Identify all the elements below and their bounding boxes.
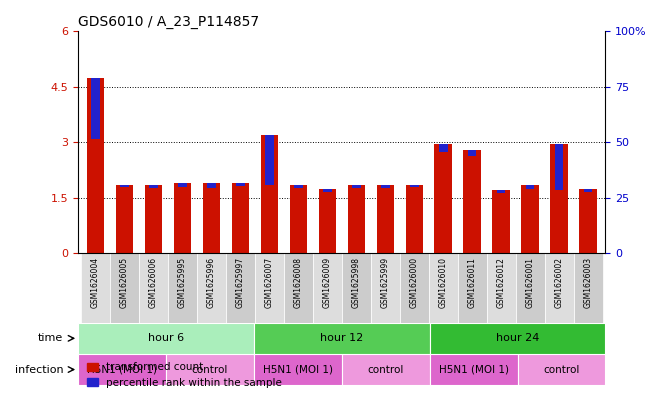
- FancyBboxPatch shape: [429, 253, 458, 323]
- Bar: [464, 150, 481, 253]
- FancyBboxPatch shape: [139, 253, 168, 323]
- Text: GSM1626000: GSM1626000: [409, 257, 419, 308]
- Text: GSM1626002: GSM1626002: [555, 257, 564, 308]
- Bar: [120, 185, 129, 187]
- Text: GSM1625995: GSM1625995: [178, 257, 187, 308]
- Bar: [318, 189, 336, 253]
- Text: control: control: [192, 365, 228, 375]
- FancyBboxPatch shape: [110, 253, 139, 323]
- Bar: [348, 185, 365, 253]
- Bar: [91, 78, 100, 139]
- Bar: [207, 183, 215, 187]
- Legend: transformed count, percentile rank within the sample: transformed count, percentile rank withi…: [83, 358, 286, 392]
- FancyBboxPatch shape: [342, 253, 371, 323]
- Text: GDS6010 / A_23_P114857: GDS6010 / A_23_P114857: [78, 15, 259, 29]
- Bar: [468, 150, 477, 156]
- Text: H5N1 (MOI 1): H5N1 (MOI 1): [263, 365, 333, 375]
- Bar: [116, 185, 133, 253]
- Text: GSM1626009: GSM1626009: [323, 257, 332, 308]
- Bar: [265, 135, 273, 185]
- FancyBboxPatch shape: [371, 253, 400, 323]
- Text: GSM1626004: GSM1626004: [91, 257, 100, 308]
- Text: GSM1626003: GSM1626003: [583, 257, 592, 308]
- FancyBboxPatch shape: [545, 253, 574, 323]
- Bar: [555, 144, 563, 191]
- Bar: [434, 144, 452, 253]
- FancyBboxPatch shape: [430, 354, 518, 385]
- Text: H5N1 (MOI 1): H5N1 (MOI 1): [439, 365, 508, 375]
- FancyBboxPatch shape: [197, 253, 226, 323]
- FancyBboxPatch shape: [516, 253, 545, 323]
- Text: GSM1626010: GSM1626010: [439, 257, 448, 308]
- Bar: [232, 183, 249, 253]
- Bar: [406, 185, 423, 253]
- Text: time: time: [38, 333, 63, 343]
- Bar: [579, 189, 597, 253]
- FancyBboxPatch shape: [284, 253, 312, 323]
- FancyBboxPatch shape: [574, 253, 603, 323]
- Text: GSM1625997: GSM1625997: [236, 257, 245, 308]
- Bar: [149, 185, 158, 188]
- Bar: [352, 185, 361, 188]
- Text: GSM1626001: GSM1626001: [525, 257, 534, 308]
- FancyBboxPatch shape: [518, 354, 605, 385]
- Bar: [294, 185, 303, 188]
- FancyBboxPatch shape: [487, 253, 516, 323]
- FancyBboxPatch shape: [166, 354, 254, 385]
- Text: hour 24: hour 24: [496, 333, 539, 343]
- Bar: [521, 185, 539, 253]
- Bar: [178, 183, 187, 187]
- Bar: [497, 191, 505, 193]
- FancyBboxPatch shape: [254, 323, 430, 354]
- Bar: [202, 183, 220, 253]
- Bar: [236, 183, 245, 186]
- FancyBboxPatch shape: [255, 253, 284, 323]
- Bar: [492, 191, 510, 253]
- FancyBboxPatch shape: [254, 354, 342, 385]
- FancyBboxPatch shape: [168, 253, 197, 323]
- Bar: [550, 144, 568, 253]
- Bar: [145, 185, 162, 253]
- Text: hour 12: hour 12: [320, 333, 363, 343]
- Bar: [87, 78, 104, 253]
- FancyBboxPatch shape: [400, 253, 429, 323]
- Text: H5N1 (MOI 1): H5N1 (MOI 1): [87, 365, 157, 375]
- Text: control: control: [368, 365, 404, 375]
- FancyBboxPatch shape: [430, 323, 605, 354]
- Bar: [376, 185, 394, 253]
- Bar: [260, 135, 278, 253]
- FancyBboxPatch shape: [458, 253, 487, 323]
- Text: GSM1626005: GSM1626005: [120, 257, 129, 308]
- Text: infection: infection: [15, 365, 63, 375]
- Bar: [323, 189, 331, 192]
- FancyBboxPatch shape: [226, 253, 255, 323]
- Text: control: control: [544, 365, 579, 375]
- Bar: [381, 185, 389, 188]
- Text: GSM1626011: GSM1626011: [467, 257, 477, 308]
- Text: GSM1625996: GSM1625996: [207, 257, 216, 308]
- FancyBboxPatch shape: [312, 253, 342, 323]
- Text: GSM1626007: GSM1626007: [265, 257, 274, 308]
- Bar: [439, 144, 447, 152]
- FancyBboxPatch shape: [78, 323, 254, 354]
- Text: hour 6: hour 6: [148, 333, 184, 343]
- FancyBboxPatch shape: [78, 354, 166, 385]
- Bar: [584, 189, 592, 192]
- Text: GSM1626012: GSM1626012: [497, 257, 506, 308]
- FancyBboxPatch shape: [342, 354, 430, 385]
- Text: GSM1626006: GSM1626006: [149, 257, 158, 308]
- Bar: [174, 183, 191, 253]
- Bar: [526, 185, 534, 189]
- Text: GSM1626008: GSM1626008: [294, 257, 303, 308]
- Text: GSM1625999: GSM1625999: [381, 257, 390, 308]
- Bar: [290, 185, 307, 253]
- FancyBboxPatch shape: [81, 253, 110, 323]
- Text: GSM1625998: GSM1625998: [352, 257, 361, 308]
- Bar: [410, 185, 419, 187]
